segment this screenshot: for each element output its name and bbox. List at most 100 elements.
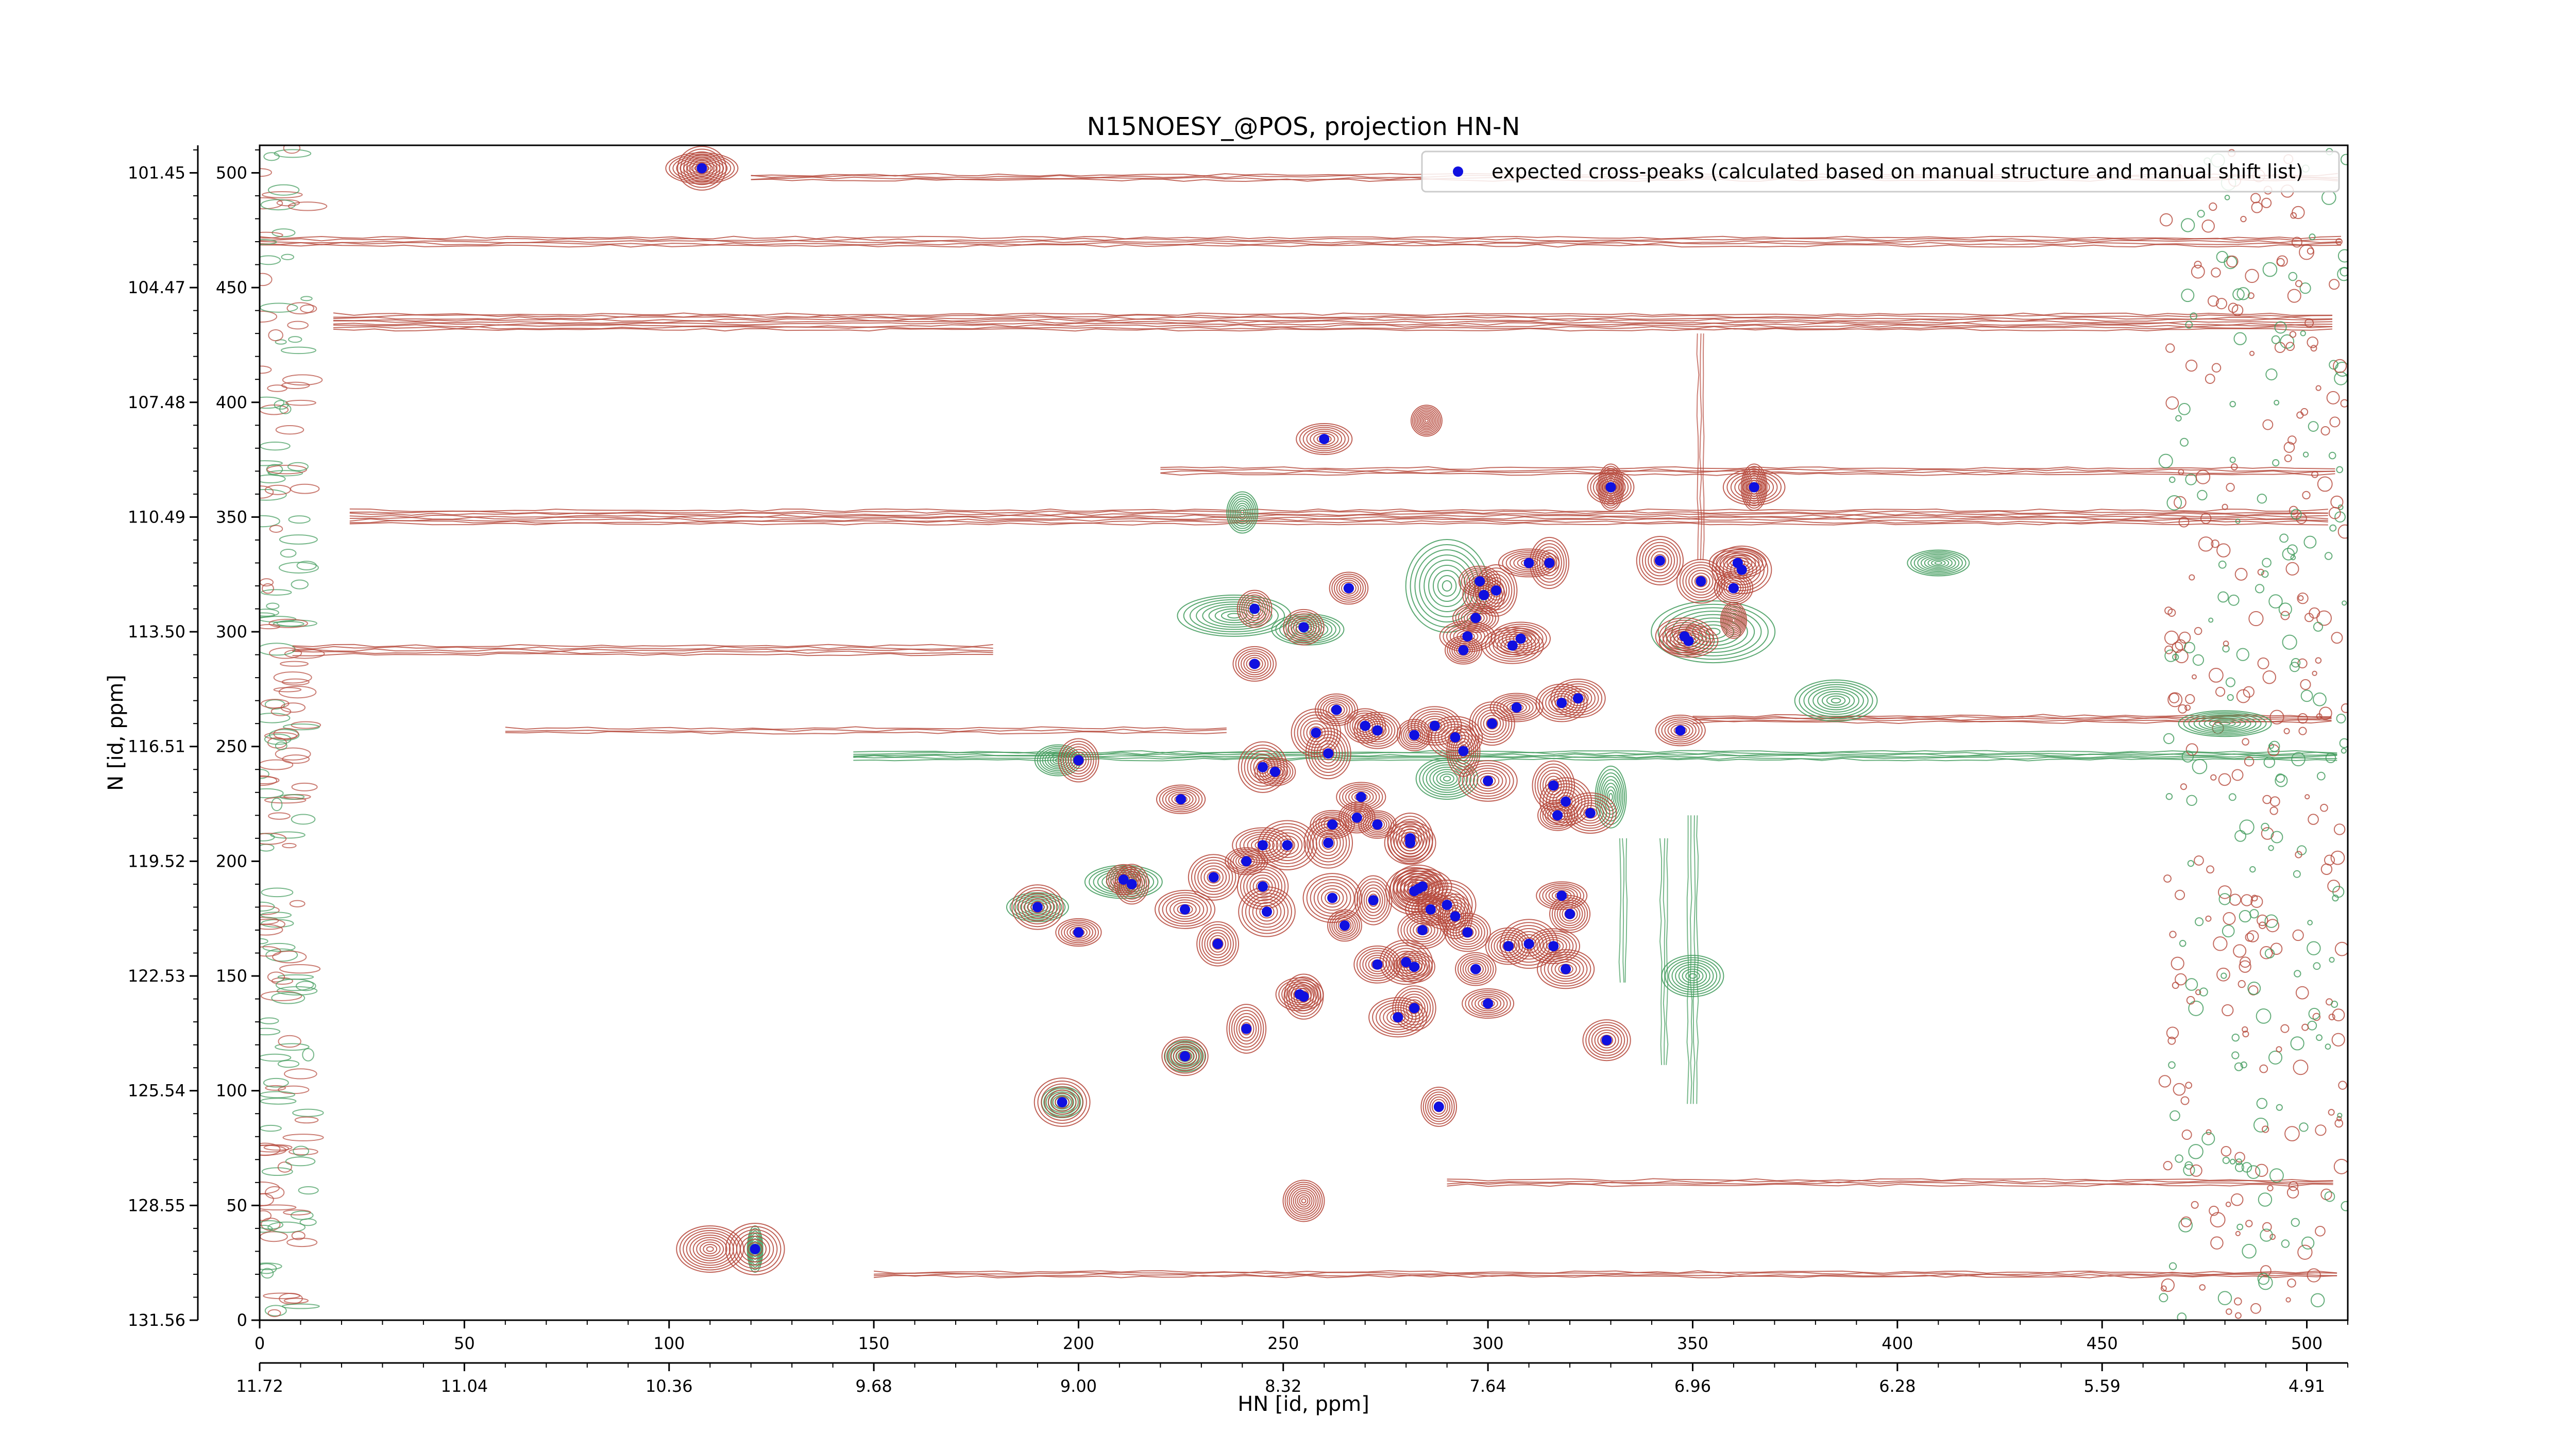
y-ppm-tick-label: 116.51 (128, 737, 185, 756)
cross-peak-point (1470, 613, 1481, 624)
cross-peak-point (1425, 904, 1436, 915)
cross-peak-point (1675, 725, 1686, 736)
positive-peak-contour (1397, 911, 1448, 949)
x-index-tick-label: 400 (1882, 1334, 1913, 1353)
cross-peak-point (1212, 938, 1223, 949)
cross-peak-point (1728, 583, 1739, 594)
cross-peak-point (1523, 938, 1534, 949)
positive-peak-contour (665, 152, 739, 184)
positive-peak-contour (1564, 792, 1617, 834)
cross-peak-point (1057, 1097, 1067, 1107)
artifact-band (853, 750, 2337, 762)
legend-box (1421, 150, 2340, 193)
y-index-tick-label: 500 (216, 163, 247, 182)
y-index-tick-label: 350 (216, 507, 247, 527)
cross-peak-point (1319, 434, 1330, 444)
cross-peak-point (1417, 925, 1428, 935)
cross-peak-point (1654, 555, 1665, 566)
chart-title: N15NOESY_@POS, projection HN-N (1087, 112, 1520, 141)
cross-peak-point (1118, 874, 1129, 885)
x-ppm-tick-label: 11.72 (236, 1376, 283, 1396)
cross-peak-point (1585, 807, 1596, 818)
cross-peak-markers (697, 163, 1759, 1254)
x-index-tick-label: 250 (1267, 1334, 1299, 1353)
cross-peak-point (1282, 840, 1293, 851)
negative-peak-contour (1595, 765, 1627, 829)
cross-peak-point (1368, 895, 1379, 906)
positive-peak-contour (1232, 646, 1277, 682)
x-axis-label: HN [id, ppm] (1238, 1392, 1369, 1416)
artifact-band (349, 508, 2328, 526)
negative-peak-contour (1177, 594, 1292, 637)
cross-peak-point (1258, 762, 1268, 772)
cross-peak-point (1249, 659, 1260, 669)
positive-peak-contour (1275, 977, 1324, 1012)
positive-peak-contour (1720, 601, 1747, 639)
edge-noise (260, 145, 2348, 1320)
positive-peak-contour (1296, 423, 1353, 456)
artifact-band (260, 235, 2342, 248)
cross-peak-point (1462, 631, 1473, 642)
x-index-tick-label: 450 (2087, 1334, 2118, 1353)
cross-peak-point (1360, 720, 1370, 731)
cross-peak-point (1340, 920, 1350, 931)
positive-peak-contour (1282, 1180, 1325, 1222)
legend: expected cross-peaks (calculated based o… (1421, 150, 2340, 193)
x-index-tick-label: 50 (454, 1334, 475, 1353)
cross-peak-point (1523, 558, 1534, 568)
cross-peak-point (1180, 904, 1190, 915)
y-ppm-tick-label: 101.45 (128, 163, 185, 182)
cross-peak-point (1073, 927, 1084, 938)
cross-peak-point (1458, 645, 1469, 655)
cross-peak-point (1683, 635, 1694, 646)
y-index-tick-label: 400 (216, 393, 247, 412)
cross-peak-point (1479, 589, 1489, 600)
cross-peak-point (1298, 622, 1309, 633)
x-index-tick-label: 150 (858, 1334, 890, 1353)
cross-peak-point (1323, 837, 1334, 848)
cross-peak-point (1355, 791, 1366, 802)
cross-peak-point (1450, 911, 1461, 922)
positive-peak-contour (1336, 782, 1386, 812)
y-ppm-tick-label: 119.52 (128, 851, 185, 871)
cross-peak-point (1544, 558, 1555, 568)
y-ppm-tick-label: 128.55 (128, 1195, 185, 1215)
cross-peak-point (1511, 702, 1522, 713)
positive-peak-contour (1329, 571, 1369, 605)
artifact-column (1696, 333, 1705, 561)
cross-peak-point (1429, 720, 1440, 731)
cross-peak-point (1749, 482, 1759, 493)
positive-peak-contour (1410, 405, 1443, 437)
positive-peak-contour (1011, 884, 1064, 930)
cross-peak-point (1405, 837, 1416, 848)
cross-peak-point (1343, 583, 1354, 594)
cross-peak-point (750, 1244, 760, 1254)
x-index-tick-label: 300 (1472, 1334, 1504, 1353)
y-index-tick-label: 100 (216, 1081, 247, 1101)
legend-marker (1453, 166, 1463, 177)
cross-peak-point (1176, 794, 1187, 805)
cross-peak-point (1311, 728, 1321, 738)
cross-peak-point (1409, 1003, 1420, 1014)
cross-peak-point (1208, 872, 1219, 883)
cross-peak-point (1601, 1035, 1612, 1046)
y-index-tick-label: 450 (216, 278, 247, 297)
cross-peak-point (1483, 776, 1494, 786)
y-index-tick-label: 150 (216, 966, 247, 986)
y-ppm-tick-label: 110.49 (128, 507, 185, 527)
positive-peak-contour (1302, 873, 1362, 923)
y-ppm-tick-label: 122.53 (128, 966, 185, 986)
positive-peak-contour (1058, 738, 1099, 783)
cross-peak-point (1409, 962, 1420, 972)
positive-peak-contour (1238, 886, 1296, 937)
cross-peak-point (1507, 640, 1518, 651)
cross-peak-point (1556, 698, 1567, 709)
artifact-band (505, 726, 1227, 735)
negative-peak-contour (2178, 710, 2272, 737)
cross-peak-point (1249, 603, 1260, 614)
cross-peak-point (1073, 755, 1084, 766)
cross-peak-point (1552, 810, 1563, 821)
x-ppm-tick-label: 11.04 (441, 1376, 488, 1396)
cross-peak-point (1556, 890, 1567, 901)
